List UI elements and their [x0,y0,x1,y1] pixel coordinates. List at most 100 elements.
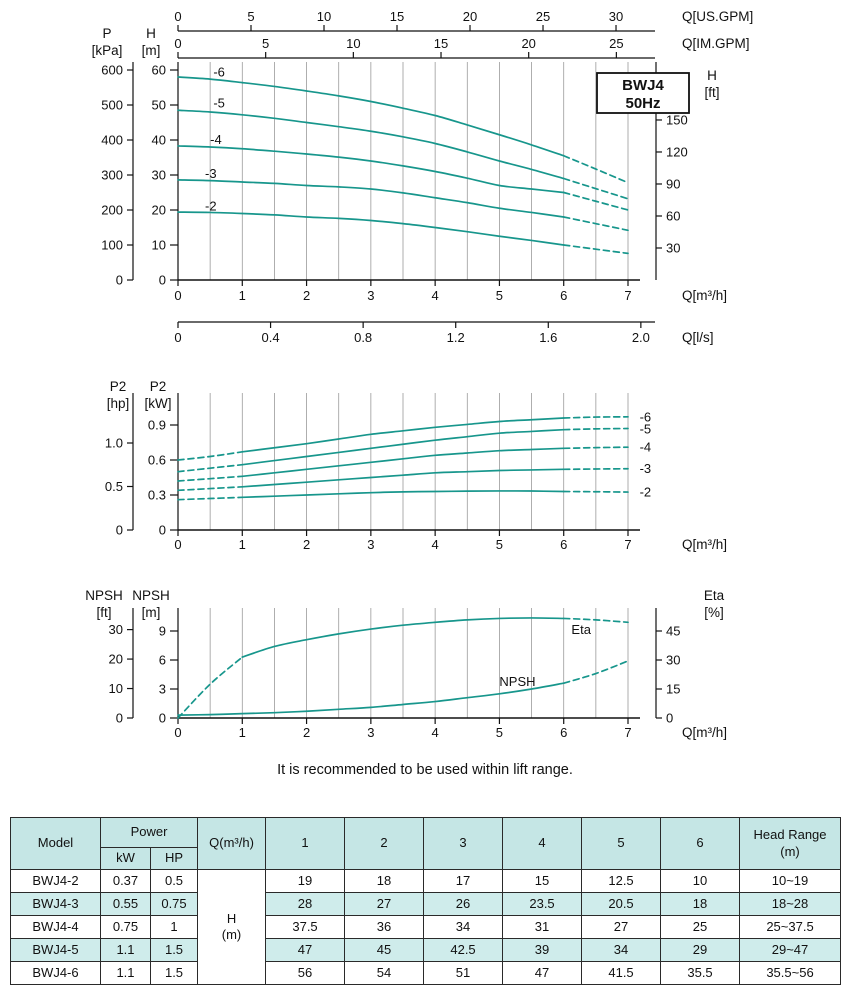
curve-label: -5 [213,95,225,110]
tick-label: 0.9 [148,417,166,432]
table-row: BWJ4-3 0.55 0.75 28 27 26 23.5 20.5 18 18~28 [10,892,842,916]
head-value-cell: 34 [423,915,504,939]
tick-label: 10 [346,36,360,51]
tick-label: 2 [303,725,310,740]
head-range-cell: 25~37.5 [739,915,842,939]
tick-label: 4 [432,288,439,303]
head-value-cell: 56 [265,961,346,985]
col-header-hp: HP [149,847,199,870]
h-unit-cell: H (m) [197,869,267,985]
head-value-cell: 12.5 [581,869,662,893]
tick-label: 60 [666,208,680,223]
kw-cell: 0.55 [100,892,151,916]
curve--5 [177,463,244,473]
tick-label: H [146,26,156,41]
head-range-cell: 29~47 [739,938,842,962]
tick-label: 30 [609,9,623,24]
tick-label: P2 [150,379,167,394]
head-range-cell: 35.5~56 [739,961,842,985]
hp-cell: 1.5 [149,938,199,962]
axis-unit: Q[IM.GPM] [682,36,750,51]
curve--6 [241,417,565,453]
curve--4 [177,145,565,194]
curve-label: -2 [640,485,652,500]
axis-unit: Q[m³/h] [682,725,727,740]
head-value-cell: 39 [502,938,583,962]
tick-label: 0.8 [354,330,372,345]
head-value-cell: 18 [660,892,741,916]
tick-label: 7 [624,537,631,552]
tick-label: 120 [666,144,688,159]
head-value-cell: 28 [265,892,346,916]
curve--5 [177,109,565,180]
head-value-cell: 36 [344,915,425,939]
col-header-flow-1: 1 [265,817,346,870]
curve--4 [562,446,629,450]
curve-label: -4 [640,440,652,455]
kw-cell: 0.75 [100,915,151,939]
curve-label: NPSH [499,674,535,689]
tick-label: 30 [666,652,680,667]
head-value-cell: 47 [502,961,583,985]
tick-label: 25 [536,9,550,24]
curve--2 [562,244,629,255]
curve--3 [177,485,244,492]
tick-label: 0.4 [262,330,280,345]
col-header-flow-3: 3 [423,817,504,870]
tick-label: 3 [367,725,374,740]
tick-label: 1.0 [105,436,123,451]
tick-label: 0 [174,9,181,24]
curve--5 [241,428,565,466]
tick-label: 10 [317,9,331,24]
hp-cell: 1.5 [149,961,199,985]
table-row: BWJ4-6 1.1 1.5 56 54 51 47 41.5 35.5 35.5~56 [10,961,842,985]
tick-label: 10 [109,681,123,696]
tick-label: 0 [174,725,181,740]
col-header-flow-5: 5 [581,817,662,870]
tick-label: 100 [101,238,123,253]
tick-label: P2 [110,379,127,394]
hp-cell: 0.5 [149,869,199,893]
tick-label: 7 [624,725,631,740]
head-range-cell: 10~19 [739,869,842,893]
head-value-cell: 35.5 [660,961,741,985]
head-value-cell: 42.5 [423,938,504,962]
tick-label: 1 [239,288,246,303]
tick-label: 30 [152,168,166,183]
tick-label: 60 [152,63,166,78]
head-value-cell: 20.5 [581,892,662,916]
tick-label: 1 [239,725,246,740]
tick-label: 300 [101,168,123,183]
curve-NPSH [177,682,565,716]
model-cell: BWJ4-5 [10,938,101,962]
tick-label: 600 [101,63,123,78]
col-header-flow-6: 6 [660,817,741,870]
curve--2 [177,496,244,501]
tick-label: 0 [159,523,166,538]
col-header-power: Power [99,817,199,848]
tick-label: 15 [390,9,404,24]
spec-table: Model Power Q(m³/h) 1 2 3 4 5 6 Head Range (m) kW HP… [10,817,842,985]
tick-label: 0.6 [148,452,166,467]
tick-label: 50 [152,98,166,113]
curve--2 [177,211,565,246]
head-value-cell: 47 [265,938,346,962]
head-value-cell: 37.5 [265,915,346,939]
head-value-cell: 27 [344,892,425,916]
tick-label: 40 [152,133,166,148]
tick-label: [m] [142,605,161,620]
col-header-head-range: Head Range (m) [739,817,842,870]
curve--3 [241,468,565,488]
head-value-cell: 15 [502,869,583,893]
curve--6 [177,450,244,461]
head-value-cell: 26 [423,892,504,916]
curve--3 [177,179,565,218]
tick-label: 1 [239,537,246,552]
tick-label: 0 [174,288,181,303]
head-value-cell: 25 [660,915,741,939]
tick-label: 9 [159,623,166,638]
tick-label: [hp] [107,396,130,411]
tick-label: 3 [367,288,374,303]
tick-label: 0 [174,330,181,345]
